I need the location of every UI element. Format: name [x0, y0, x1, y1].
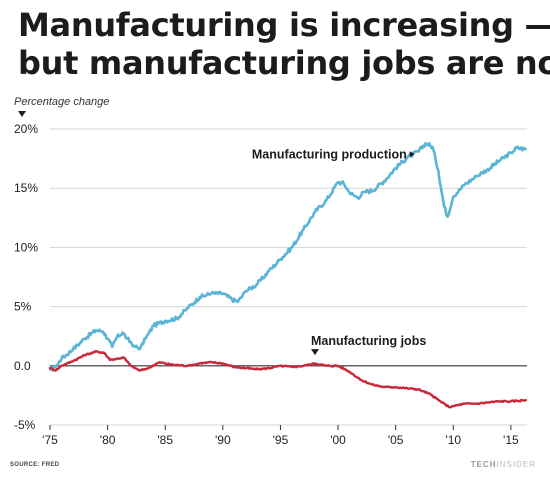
headline-line-2: but manufacturing jobs are not [18, 44, 550, 82]
annotation-manufacturing-production: Manufacturing production [252, 147, 407, 161]
brand-logo-part-2: INSIDER [496, 460, 536, 469]
x-tick-label: '75 [42, 433, 58, 447]
y-tick-label: 20% [14, 122, 38, 136]
y-axis-label: Percentage change [14, 96, 110, 108]
y-tick-label: 15% [14, 181, 38, 195]
y-tick-label: 0.0 [14, 359, 31, 373]
brand-logo-part-1: TECH [470, 460, 497, 469]
annotation-manufacturing-jobs: Manufacturing jobs [311, 334, 426, 348]
x-tick-label: '15 [503, 433, 519, 447]
annotation-arrow-down-icon [311, 349, 319, 356]
x-tick-label: '10 [445, 433, 461, 447]
series-line-manufacturing-jobs [48, 350, 527, 409]
brand-logo: TECHINSIDER [471, 460, 536, 469]
x-tick-label: '00 [330, 433, 346, 447]
y-axis-label-arrow-icon [18, 111, 26, 117]
source-note: SOURCE: FRED [10, 462, 60, 468]
series-line-manufacturing-production [48, 141, 528, 372]
x-tick-label: '80 [100, 433, 116, 447]
y-tick-label: 10% [14, 240, 38, 254]
y-tick-label: -5% [14, 418, 36, 432]
y-tick-label: 5% [14, 300, 32, 314]
annotation-arrow-right-icon [409, 151, 415, 158]
chart-headline: Manufacturing is increasing — but manufa… [18, 6, 550, 82]
headline-line-1: Manufacturing is increasing — [18, 6, 550, 44]
x-tick-label: '90 [215, 433, 231, 447]
x-tick-label: '95 [273, 433, 289, 447]
x-tick-label: '05 [388, 433, 404, 447]
x-tick-label: '85 [157, 433, 173, 447]
